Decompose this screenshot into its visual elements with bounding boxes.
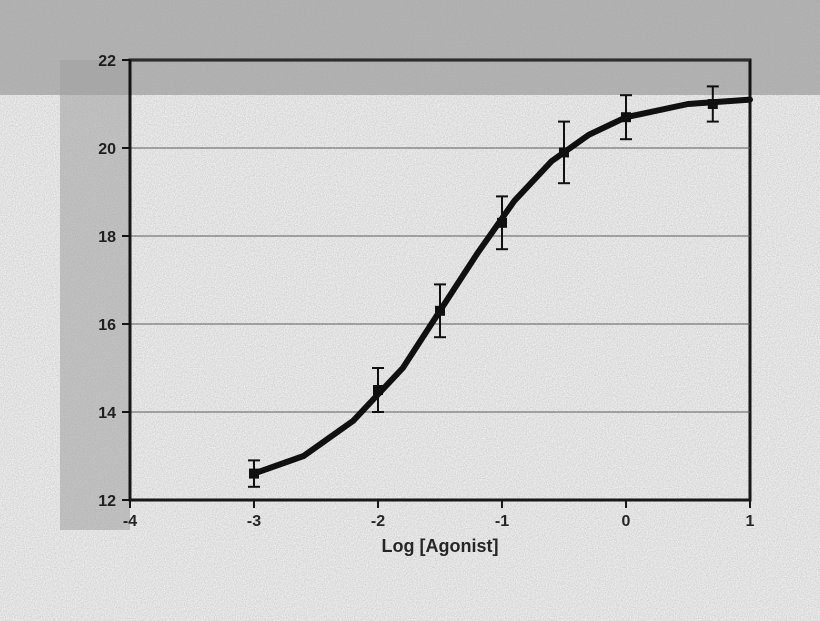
data-marker (436, 307, 444, 315)
xtick-label: -1 (495, 513, 509, 530)
xtick-label: -3 (247, 513, 261, 530)
ytick-label: 14 (98, 405, 116, 422)
xtick-label: -4 (123, 513, 137, 530)
data-marker (498, 219, 506, 227)
plot-border (130, 60, 750, 500)
ytick-label: 16 (98, 317, 116, 334)
xtick-label: 0 (622, 513, 631, 530)
xtick-label: 1 (746, 513, 755, 530)
ytick-label: 22 (98, 53, 116, 70)
dose-response-curve (254, 100, 750, 474)
data-marker (560, 148, 568, 156)
chart-svg: 12 14 16 18 20 22 -4 -3 -2 -1 0 1 Log [Agonist] (40, 20, 780, 580)
data-marker (709, 100, 717, 108)
xtick-label: -2 (371, 513, 385, 530)
data-marker (374, 386, 382, 394)
data-marker (250, 470, 258, 478)
ytick-label: 20 (98, 141, 116, 158)
ytick-label: 12 (98, 493, 116, 510)
x-axis-label: Log [Agonist] (382, 536, 499, 556)
chart-container: 12 14 16 18 20 22 -4 -3 -2 -1 0 1 Log [Agonist] (40, 20, 780, 580)
data-marker (622, 113, 630, 121)
ytick-label: 18 (98, 229, 116, 246)
page-root: 12 14 16 18 20 22 -4 -3 -2 -1 0 1 Log [Agonist] (0, 0, 820, 621)
